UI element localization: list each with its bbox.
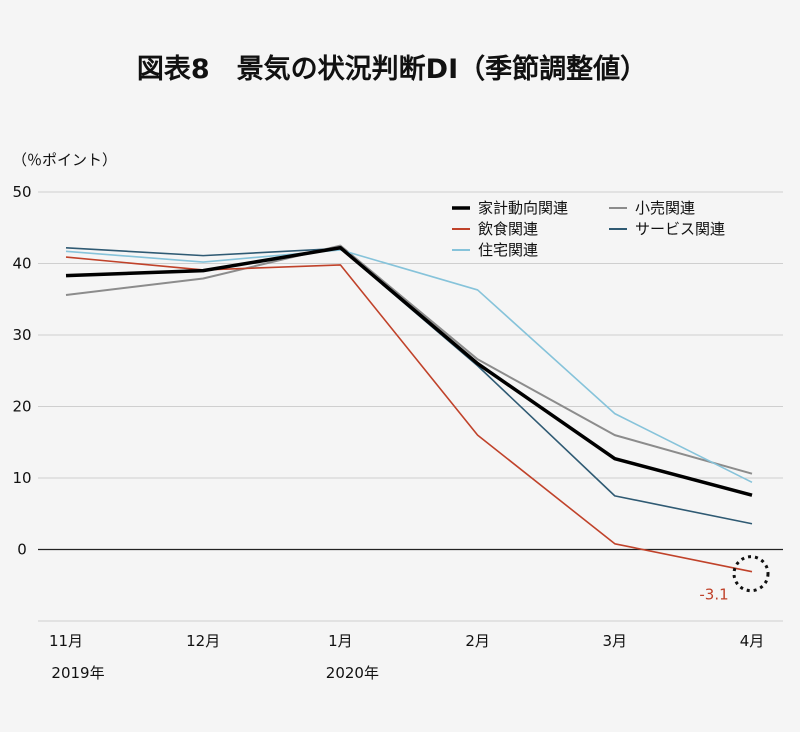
x-tick-labels: 11月 2019年 12月 1月 2020年 2月 3月 4月 bbox=[49, 632, 764, 682]
series-line-0 bbox=[65, 246, 753, 497]
legend-label: 住宅関連 bbox=[478, 241, 538, 259]
data-label: -3.1 bbox=[699, 586, 728, 604]
y-tick-label: 10 bbox=[12, 469, 31, 487]
x-tick-label: 2月 bbox=[465, 632, 490, 650]
annotations: -3.1 bbox=[699, 555, 770, 604]
highlight-circle bbox=[732, 555, 770, 593]
series-line-3 bbox=[65, 246, 753, 525]
x-year-label: 2019年 bbox=[51, 664, 104, 682]
legend-label: 飲食関連 bbox=[478, 220, 538, 238]
x-tick-label: 3月 bbox=[603, 632, 628, 650]
x-tick-label: 11月 bbox=[49, 632, 83, 650]
series-line-1 bbox=[65, 244, 753, 475]
chart-title: 図表8 景気の状況判断DI（季節調整値） bbox=[137, 53, 647, 85]
y-tick-label: 30 bbox=[12, 326, 31, 344]
legend-label: サービス関連 bbox=[635, 220, 725, 238]
y-tick-label: 50 bbox=[12, 183, 31, 201]
y-tick-label: 20 bbox=[12, 398, 31, 416]
grid-lines bbox=[38, 191, 783, 622]
series-lines bbox=[65, 244, 753, 573]
legend-label: 家計動向関連 bbox=[478, 199, 568, 217]
y-axis-unit: （％ポイント） bbox=[12, 151, 117, 169]
x-tick-label: 1月 bbox=[328, 632, 353, 650]
y-tick-label: 0 bbox=[17, 541, 27, 559]
y-tick-label: 40 bbox=[12, 255, 31, 273]
y-tick-labels: 0 10 20 30 40 50 bbox=[12, 183, 31, 559]
x-tick-label: 12月 bbox=[186, 632, 220, 650]
series-line-2 bbox=[65, 256, 753, 573]
x-tick-label: 4月 bbox=[740, 632, 765, 650]
legend-label: 小売関連 bbox=[635, 199, 695, 217]
series-line-4 bbox=[65, 249, 753, 484]
x-year-label: 2020年 bbox=[326, 664, 379, 682]
